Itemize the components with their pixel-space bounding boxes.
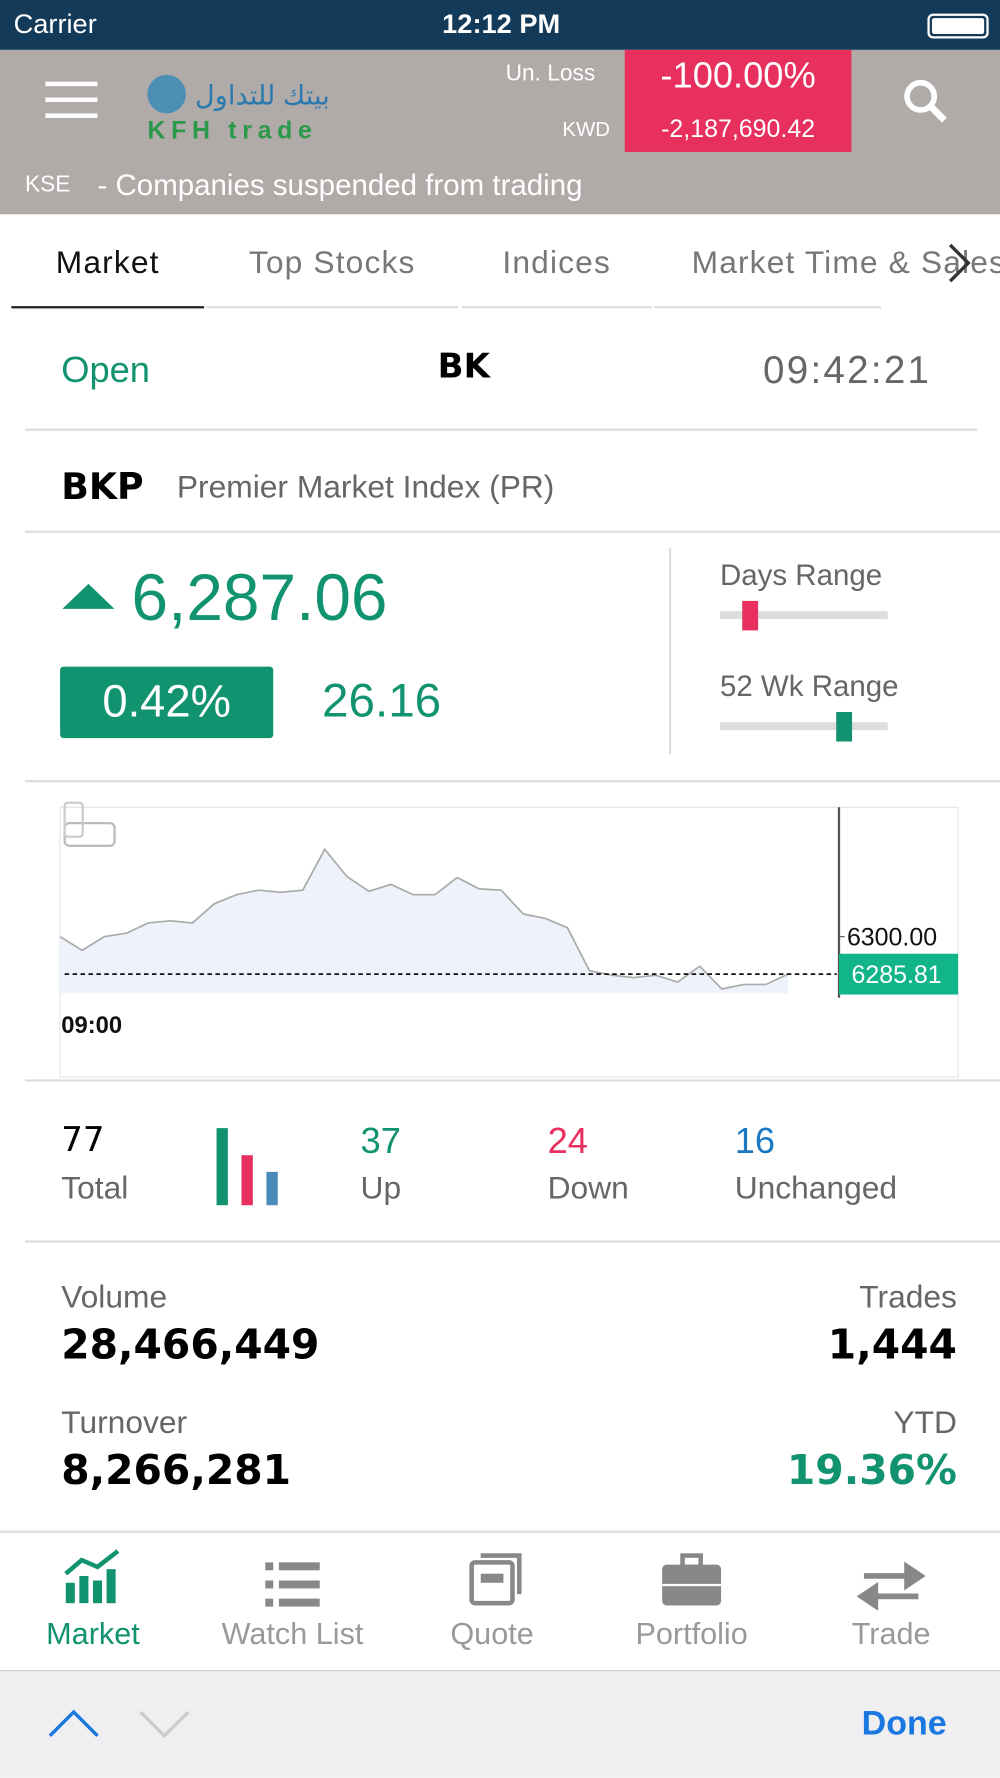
range-track <box>719 611 888 620</box>
index-symbol: BKP <box>61 464 144 508</box>
last-price-label: 6285.81 <box>851 961 941 989</box>
unrealized-label: Un. Loss <box>505 61 596 87</box>
nav-icon <box>662 1553 722 1606</box>
up-arrow <box>62 583 115 609</box>
change: 26.16 <box>321 673 442 727</box>
divider <box>24 780 1000 783</box>
x-label: 09:00 <box>61 1012 122 1039</box>
days-range-label: Days Range <box>719 557 883 592</box>
market-status: Open <box>61 349 150 391</box>
battery <box>927 13 989 39</box>
unrealized-amount: -2,187,690.42 <box>661 114 816 143</box>
keyboard-bar <box>0 1670 1000 1778</box>
divider <box>668 547 672 754</box>
index-name: Premier Market Index (PR) <box>176 469 555 505</box>
clock: 12:12 PM <box>442 9 561 40</box>
rotate-icon <box>63 801 84 838</box>
unchanged-label: Unchanged <box>734 1170 898 1206</box>
ticker-message: - Companies suspended from trading <box>97 167 583 202</box>
breadth-bar <box>241 1155 253 1206</box>
logo-icon <box>147 74 186 114</box>
tab-label[interactable]: Market <box>55 244 160 281</box>
total-count: 77 <box>61 1120 105 1160</box>
tab[interactable] <box>461 215 652 309</box>
wk52-range-label: 52 Wk Range <box>719 668 899 703</box>
pnl-box <box>624 49 852 152</box>
bottom-nav: Market Watch List Quote Portfolio Trade <box>0 1533 1000 1669</box>
nav-icon <box>856 1561 926 1611</box>
tab-label[interactable]: Top Stocks <box>248 244 416 281</box>
nav-item[interactable]: Portfolio <box>635 1616 748 1651</box>
divider <box>24 1079 1000 1082</box>
ytd-label: YTD <box>893 1404 957 1440</box>
ticker-exchange: KSE <box>24 172 71 198</box>
market-time: 09:42:21 <box>763 349 932 393</box>
index-value: 6,287.06 <box>131 561 388 635</box>
tab-bar: Market Top Stocks Indices Market Time & Sal… <box>0 215 1000 309</box>
turnover-label: Turnover <box>61 1404 188 1440</box>
status-bar <box>0 0 1000 50</box>
nav-icon <box>469 1553 522 1606</box>
total-label: Total <box>61 1170 129 1206</box>
divider <box>0 1530 1000 1533</box>
logo-arabic: بيتك للتداول <box>195 80 330 112</box>
volume: 28,466,449 <box>61 1321 320 1369</box>
range-marker <box>836 712 853 742</box>
up-label: Up <box>360 1170 402 1206</box>
down-label: Down <box>547 1170 629 1206</box>
search-button[interactable] <box>901 77 949 125</box>
divider <box>24 428 978 431</box>
range-track <box>719 722 888 731</box>
tab-label[interactable]: Indices <box>502 244 611 281</box>
tab[interactable] <box>654 215 881 309</box>
y-tick-label: 6300.00 <box>847 924 937 952</box>
up-count: 37 <box>360 1120 401 1162</box>
change-pct: 0.42% <box>60 666 274 739</box>
ytd: 19.36% <box>786 1447 957 1495</box>
tab-scroll-button[interactable] <box>941 240 975 285</box>
nav-item[interactable]: Quote <box>450 1616 534 1651</box>
tab-label[interactable]: Market Time & Sales <box>691 244 1000 281</box>
nav-icon <box>265 1562 320 1607</box>
nav-item[interactable]: Trade <box>851 1616 931 1651</box>
nav-item[interactable]: Market <box>46 1616 140 1651</box>
chart-line <box>59 847 789 990</box>
logo-text: KFH trade <box>147 115 318 144</box>
volume-label: Volume <box>61 1278 168 1315</box>
last-price-box <box>839 953 959 995</box>
chart-area <box>60 849 788 994</box>
tab[interactable] <box>206 215 459 309</box>
keyboard-nav[interactable] <box>45 1706 192 1740</box>
breadth-bar <box>216 1128 228 1206</box>
divider <box>24 530 1000 533</box>
unrealized-pct: -100.00% <box>660 54 816 96</box>
trades-label: Trades <box>859 1278 957 1315</box>
nav-item[interactable]: Watch List <box>221 1616 364 1651</box>
divider <box>24 1240 1000 1243</box>
turnover: 8,266,281 <box>61 1447 292 1495</box>
down-count: 24 <box>547 1120 588 1162</box>
menu-button[interactable] <box>45 81 98 118</box>
exchange: BK <box>437 346 490 387</box>
breadth-bar <box>266 1171 278 1206</box>
unchanged-count: 16 <box>734 1120 776 1162</box>
range-marker <box>742 600 759 631</box>
carrier: Carrier <box>13 9 97 40</box>
currency: KWD <box>562 117 610 141</box>
nav-icon <box>64 1549 120 1604</box>
done-button[interactable]: Done <box>861 1705 947 1743</box>
trades: 1,444 <box>827 1321 957 1369</box>
tab[interactable] <box>11 215 205 309</box>
